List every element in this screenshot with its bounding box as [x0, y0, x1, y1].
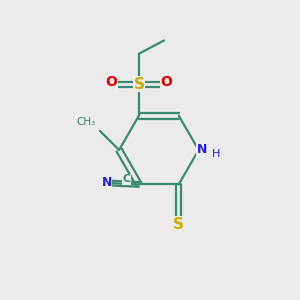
- Text: C: C: [122, 174, 131, 184]
- Text: CH₃: CH₃: [76, 117, 95, 127]
- Text: O: O: [105, 75, 117, 89]
- Text: S: S: [173, 217, 184, 232]
- Text: S: S: [134, 76, 145, 92]
- Text: N: N: [101, 176, 112, 190]
- Text: N: N: [197, 143, 207, 157]
- Text: O: O: [161, 75, 172, 89]
- Text: H: H: [212, 149, 220, 159]
